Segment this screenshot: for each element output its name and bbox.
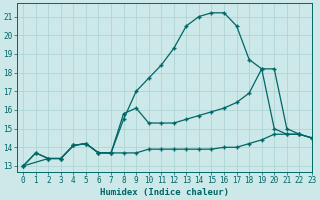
X-axis label: Humidex (Indice chaleur): Humidex (Indice chaleur)	[100, 188, 229, 197]
